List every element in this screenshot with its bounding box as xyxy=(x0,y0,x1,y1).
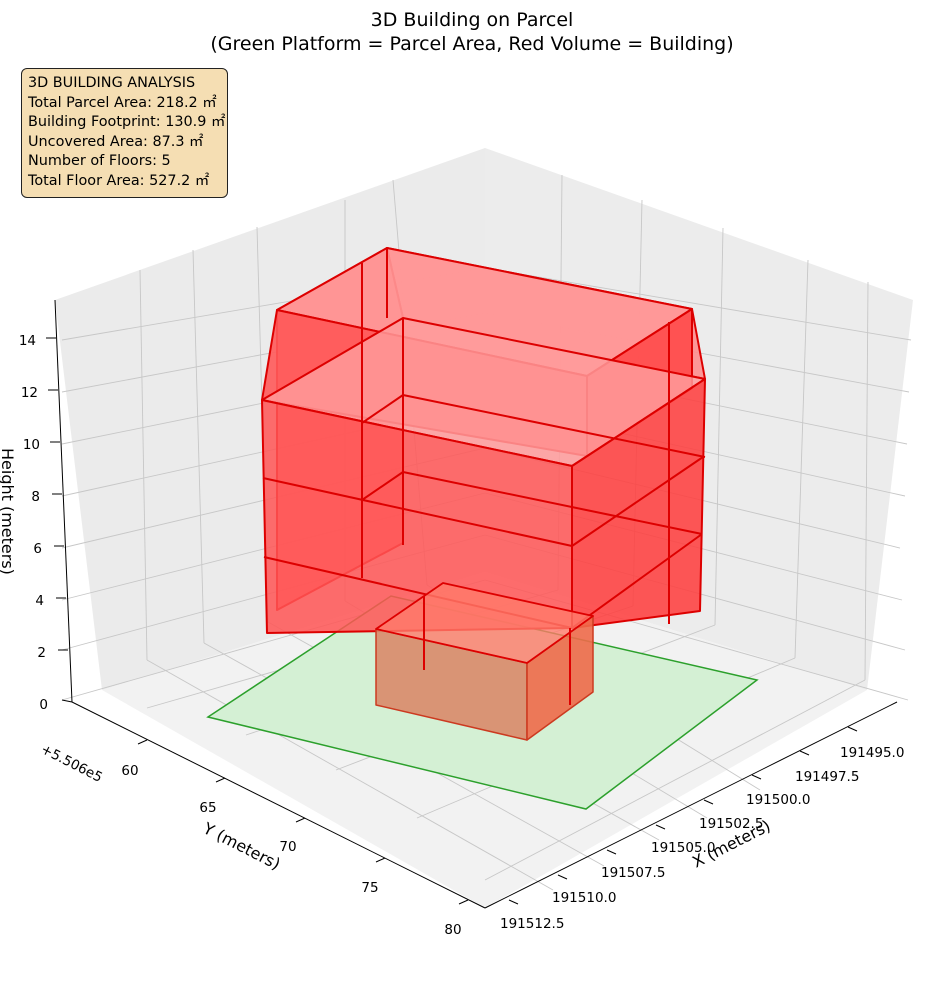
info-uncovered-area: Uncovered Area: 87.3 ㎡ xyxy=(28,133,204,150)
building-base-top xyxy=(375,582,594,664)
building-analysis-box: 3D BUILDING ANALYSIS Total Parcel Area: … xyxy=(21,68,228,198)
info-floor-count: Number of Floors: 5 xyxy=(28,153,171,170)
z-axis-label: Height (meters) xyxy=(0,448,17,575)
z-tick-label: 14 xyxy=(19,333,36,349)
info-total-floor-area: Total Floor Area: 527.2 ㎡ xyxy=(28,172,210,189)
y-tick-label: 60 xyxy=(121,763,138,779)
z-tick-label: 10 xyxy=(23,437,40,453)
info-building-footprint: Building Footprint: 130.9 ㎡ xyxy=(28,114,226,131)
x-tick-label: 191500.0 xyxy=(746,792,810,808)
y-tick-label: 65 xyxy=(199,800,216,816)
z-tick-label: 6 xyxy=(33,541,42,557)
x-axis-line xyxy=(484,701,898,909)
z-axis: 0 2 4 6 8 10 12 14 Height (meters) xyxy=(0,299,73,713)
chart-title-line2: (Green Platform = Parcel Area, Red Volum… xyxy=(210,33,733,55)
z-tick-label: 2 xyxy=(37,645,46,661)
x-tick-label: 191507.5 xyxy=(601,865,665,881)
floor-line-2 xyxy=(262,456,704,547)
x-tick-label: 191497.5 xyxy=(795,769,859,785)
y-tick-label: 75 xyxy=(361,880,378,896)
z-tick-label: 8 xyxy=(31,489,40,505)
info-parcel-area: Total Parcel Area: 218.2 ㎡ xyxy=(28,94,217,111)
x-tick-label: 191510.0 xyxy=(552,890,616,906)
z-tick-label: 0 xyxy=(39,697,48,713)
z-axis-line xyxy=(54,299,73,703)
z-tick-label: 12 xyxy=(21,385,38,401)
x-tick-label: 191502.5 xyxy=(699,816,763,832)
z-tick-label: 4 xyxy=(35,593,44,609)
y-tick-label: 80 xyxy=(444,922,461,938)
x-tick-label: 191495.0 xyxy=(840,745,904,761)
building-side-lower xyxy=(571,378,706,629)
x-tick-label: 191505.0 xyxy=(651,840,715,856)
info-heading: 3D BUILDING ANALYSIS xyxy=(28,75,196,91)
y-tick-label: 70 xyxy=(279,839,296,855)
y-axis-label: Y (meters) xyxy=(199,818,283,873)
y-offset-label: +5.506e5 xyxy=(38,741,105,786)
chart-title-line1: 3D Building on Parcel xyxy=(371,9,574,31)
building-volume xyxy=(261,247,706,741)
y-axis-line xyxy=(71,701,486,909)
x-tick-label: 191512.5 xyxy=(500,916,564,932)
